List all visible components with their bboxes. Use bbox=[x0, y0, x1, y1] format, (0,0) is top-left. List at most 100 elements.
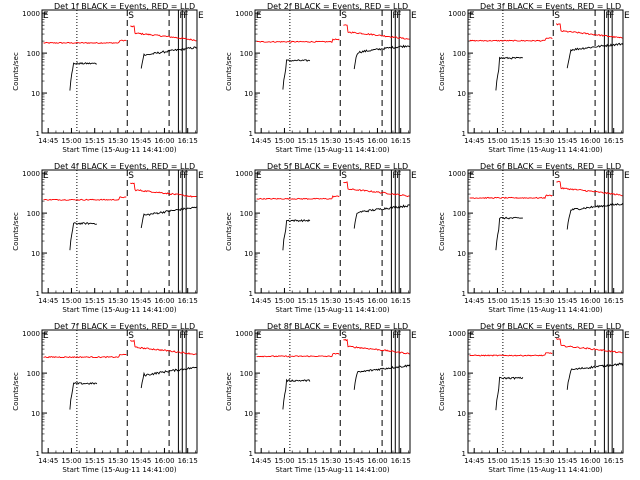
marker-label: E bbox=[256, 11, 262, 21]
marker-label: E bbox=[469, 11, 475, 21]
marker-label: S bbox=[341, 11, 347, 21]
events-trace bbox=[282, 378, 311, 410]
y-tick-label: 1 bbox=[249, 450, 253, 458]
panel-det-2f: Det 2f BLACK = Events, RED = LLD 1 10 100 10… bbox=[225, 2, 417, 154]
y-tick-label: 1 bbox=[36, 130, 40, 138]
x-axis-label: Start Time (15-Aug-11 14:41:00) bbox=[62, 306, 176, 314]
events-trace bbox=[566, 42, 624, 69]
y-tick-label: 100 bbox=[453, 210, 466, 218]
events-trace bbox=[566, 362, 624, 390]
events-trace bbox=[566, 202, 624, 230]
x-tick-label: 15:30 bbox=[108, 457, 128, 465]
plot-frame bbox=[254, 169, 411, 294]
x-tick-label: 15:00 bbox=[274, 457, 294, 465]
x-tick-label: 15:00 bbox=[274, 297, 294, 305]
y-tick-label: 1000 bbox=[235, 330, 253, 338]
marker-label: S bbox=[341, 171, 347, 181]
marker-label: S bbox=[554, 11, 560, 21]
y-tick-label: 10 bbox=[244, 250, 253, 258]
x-tick-label: 14:45 bbox=[251, 297, 271, 305]
plot-frame bbox=[254, 9, 411, 134]
x-tick-label: 15:30 bbox=[108, 297, 128, 305]
y-tick-label: 10 bbox=[31, 250, 40, 258]
lld-trace bbox=[256, 195, 340, 200]
y-tick-label: 1000 bbox=[448, 10, 466, 18]
x-tick-label: 15:15 bbox=[511, 297, 531, 305]
x-axis-label: Start Time (15-Aug-11 14:41:00) bbox=[488, 146, 602, 154]
x-tick-label: 15:45 bbox=[557, 297, 577, 305]
events-trace bbox=[282, 59, 311, 90]
y-axis-label: Counts/sec bbox=[225, 372, 233, 411]
marker-label: E bbox=[198, 331, 204, 341]
marker-label: S bbox=[554, 171, 560, 181]
x-tick-label: 15:30 bbox=[534, 137, 554, 145]
x-axis-label: Start Time (15-Aug-11 14:41:00) bbox=[62, 146, 176, 154]
lld-trace bbox=[556, 23, 623, 39]
x-axis-label: Start Time (15-Aug-11 14:41:00) bbox=[488, 466, 602, 474]
y-tick-label: 100 bbox=[240, 50, 253, 58]
y-tick-label: 1 bbox=[36, 450, 40, 458]
x-tick-label: 16:15 bbox=[604, 137, 624, 145]
marker-label: E bbox=[624, 331, 630, 341]
panel-title: Det 8f BLACK = Events, RED = LLD bbox=[267, 322, 408, 331]
marker-label: E bbox=[411, 11, 417, 21]
y-tick-label: 100 bbox=[27, 50, 40, 58]
y-tick-label: 10 bbox=[31, 90, 40, 98]
lld-trace bbox=[469, 194, 553, 200]
y-tick-label: 1 bbox=[249, 290, 253, 298]
lld-trace bbox=[556, 338, 623, 354]
lld-trace bbox=[469, 37, 553, 42]
x-tick-label: 16:15 bbox=[391, 137, 411, 145]
lld-trace bbox=[130, 339, 197, 356]
marker-label: E bbox=[469, 331, 475, 341]
x-tick-label: 15:30 bbox=[108, 137, 128, 145]
x-tick-label: 15:30 bbox=[321, 457, 341, 465]
x-tick-label: 15:00 bbox=[61, 297, 81, 305]
x-tick-label: 15:15 bbox=[511, 137, 531, 145]
events-trace bbox=[495, 216, 524, 251]
y-tick-label: 1 bbox=[462, 290, 466, 298]
x-tick-label: 15:00 bbox=[487, 297, 507, 305]
events-trace bbox=[353, 204, 411, 229]
x-tick-label: 15:45 bbox=[557, 137, 577, 145]
x-tick-label: 14:45 bbox=[251, 457, 271, 465]
y-tick-label: 1000 bbox=[448, 330, 466, 338]
plot-frame bbox=[467, 9, 624, 134]
x-axis-label: Start Time (15-Aug-11 14:41:00) bbox=[275, 306, 389, 314]
marker-label: E bbox=[43, 11, 49, 21]
x-tick-label: 15:15 bbox=[298, 137, 318, 145]
panel-det-8f: Det 8f BLACK = Events, RED = LLD 1 10 100 10… bbox=[225, 322, 417, 474]
plot-frame bbox=[467, 169, 624, 294]
x-tick-label: 16:15 bbox=[391, 457, 411, 465]
marker-label: S bbox=[554, 331, 560, 341]
panel-det-4f: Det 4f BLACK = Events, RED = LLD 1 10 100 10… bbox=[12, 162, 204, 314]
y-axis-label: Counts/sec bbox=[225, 212, 233, 251]
x-tick-label: 15:00 bbox=[487, 457, 507, 465]
x-tick-label: 14:45 bbox=[464, 137, 484, 145]
y-tick-label: 100 bbox=[453, 370, 466, 378]
y-tick-label: 1 bbox=[249, 130, 253, 138]
x-tick-label: 15:00 bbox=[487, 137, 507, 145]
events-trace bbox=[69, 61, 97, 91]
y-tick-label: 100 bbox=[27, 370, 40, 378]
x-tick-label: 15:15 bbox=[85, 297, 105, 305]
x-tick-label: 15:00 bbox=[61, 457, 81, 465]
x-tick-label: 16:15 bbox=[391, 297, 411, 305]
events-trace bbox=[69, 382, 98, 410]
y-axis-label: Counts/sec bbox=[12, 372, 20, 411]
x-tick-label: 15:45 bbox=[344, 457, 364, 465]
y-axis-label: Counts/sec bbox=[438, 372, 446, 411]
events-trace bbox=[495, 56, 523, 91]
x-tick-label: 16:00 bbox=[367, 297, 387, 305]
y-tick-label: 10 bbox=[31, 410, 40, 418]
x-tick-label: 14:45 bbox=[38, 137, 58, 145]
x-tick-label: 15:45 bbox=[131, 457, 151, 465]
x-tick-label: 15:45 bbox=[131, 297, 151, 305]
y-axis-label: Counts/sec bbox=[438, 52, 446, 91]
lld-trace bbox=[256, 352, 340, 358]
x-tick-label: 15:30 bbox=[534, 297, 554, 305]
events-trace bbox=[353, 44, 411, 70]
y-axis-label: Counts/sec bbox=[12, 52, 20, 91]
lld-trace bbox=[343, 338, 410, 355]
marker-label: E bbox=[624, 171, 630, 181]
